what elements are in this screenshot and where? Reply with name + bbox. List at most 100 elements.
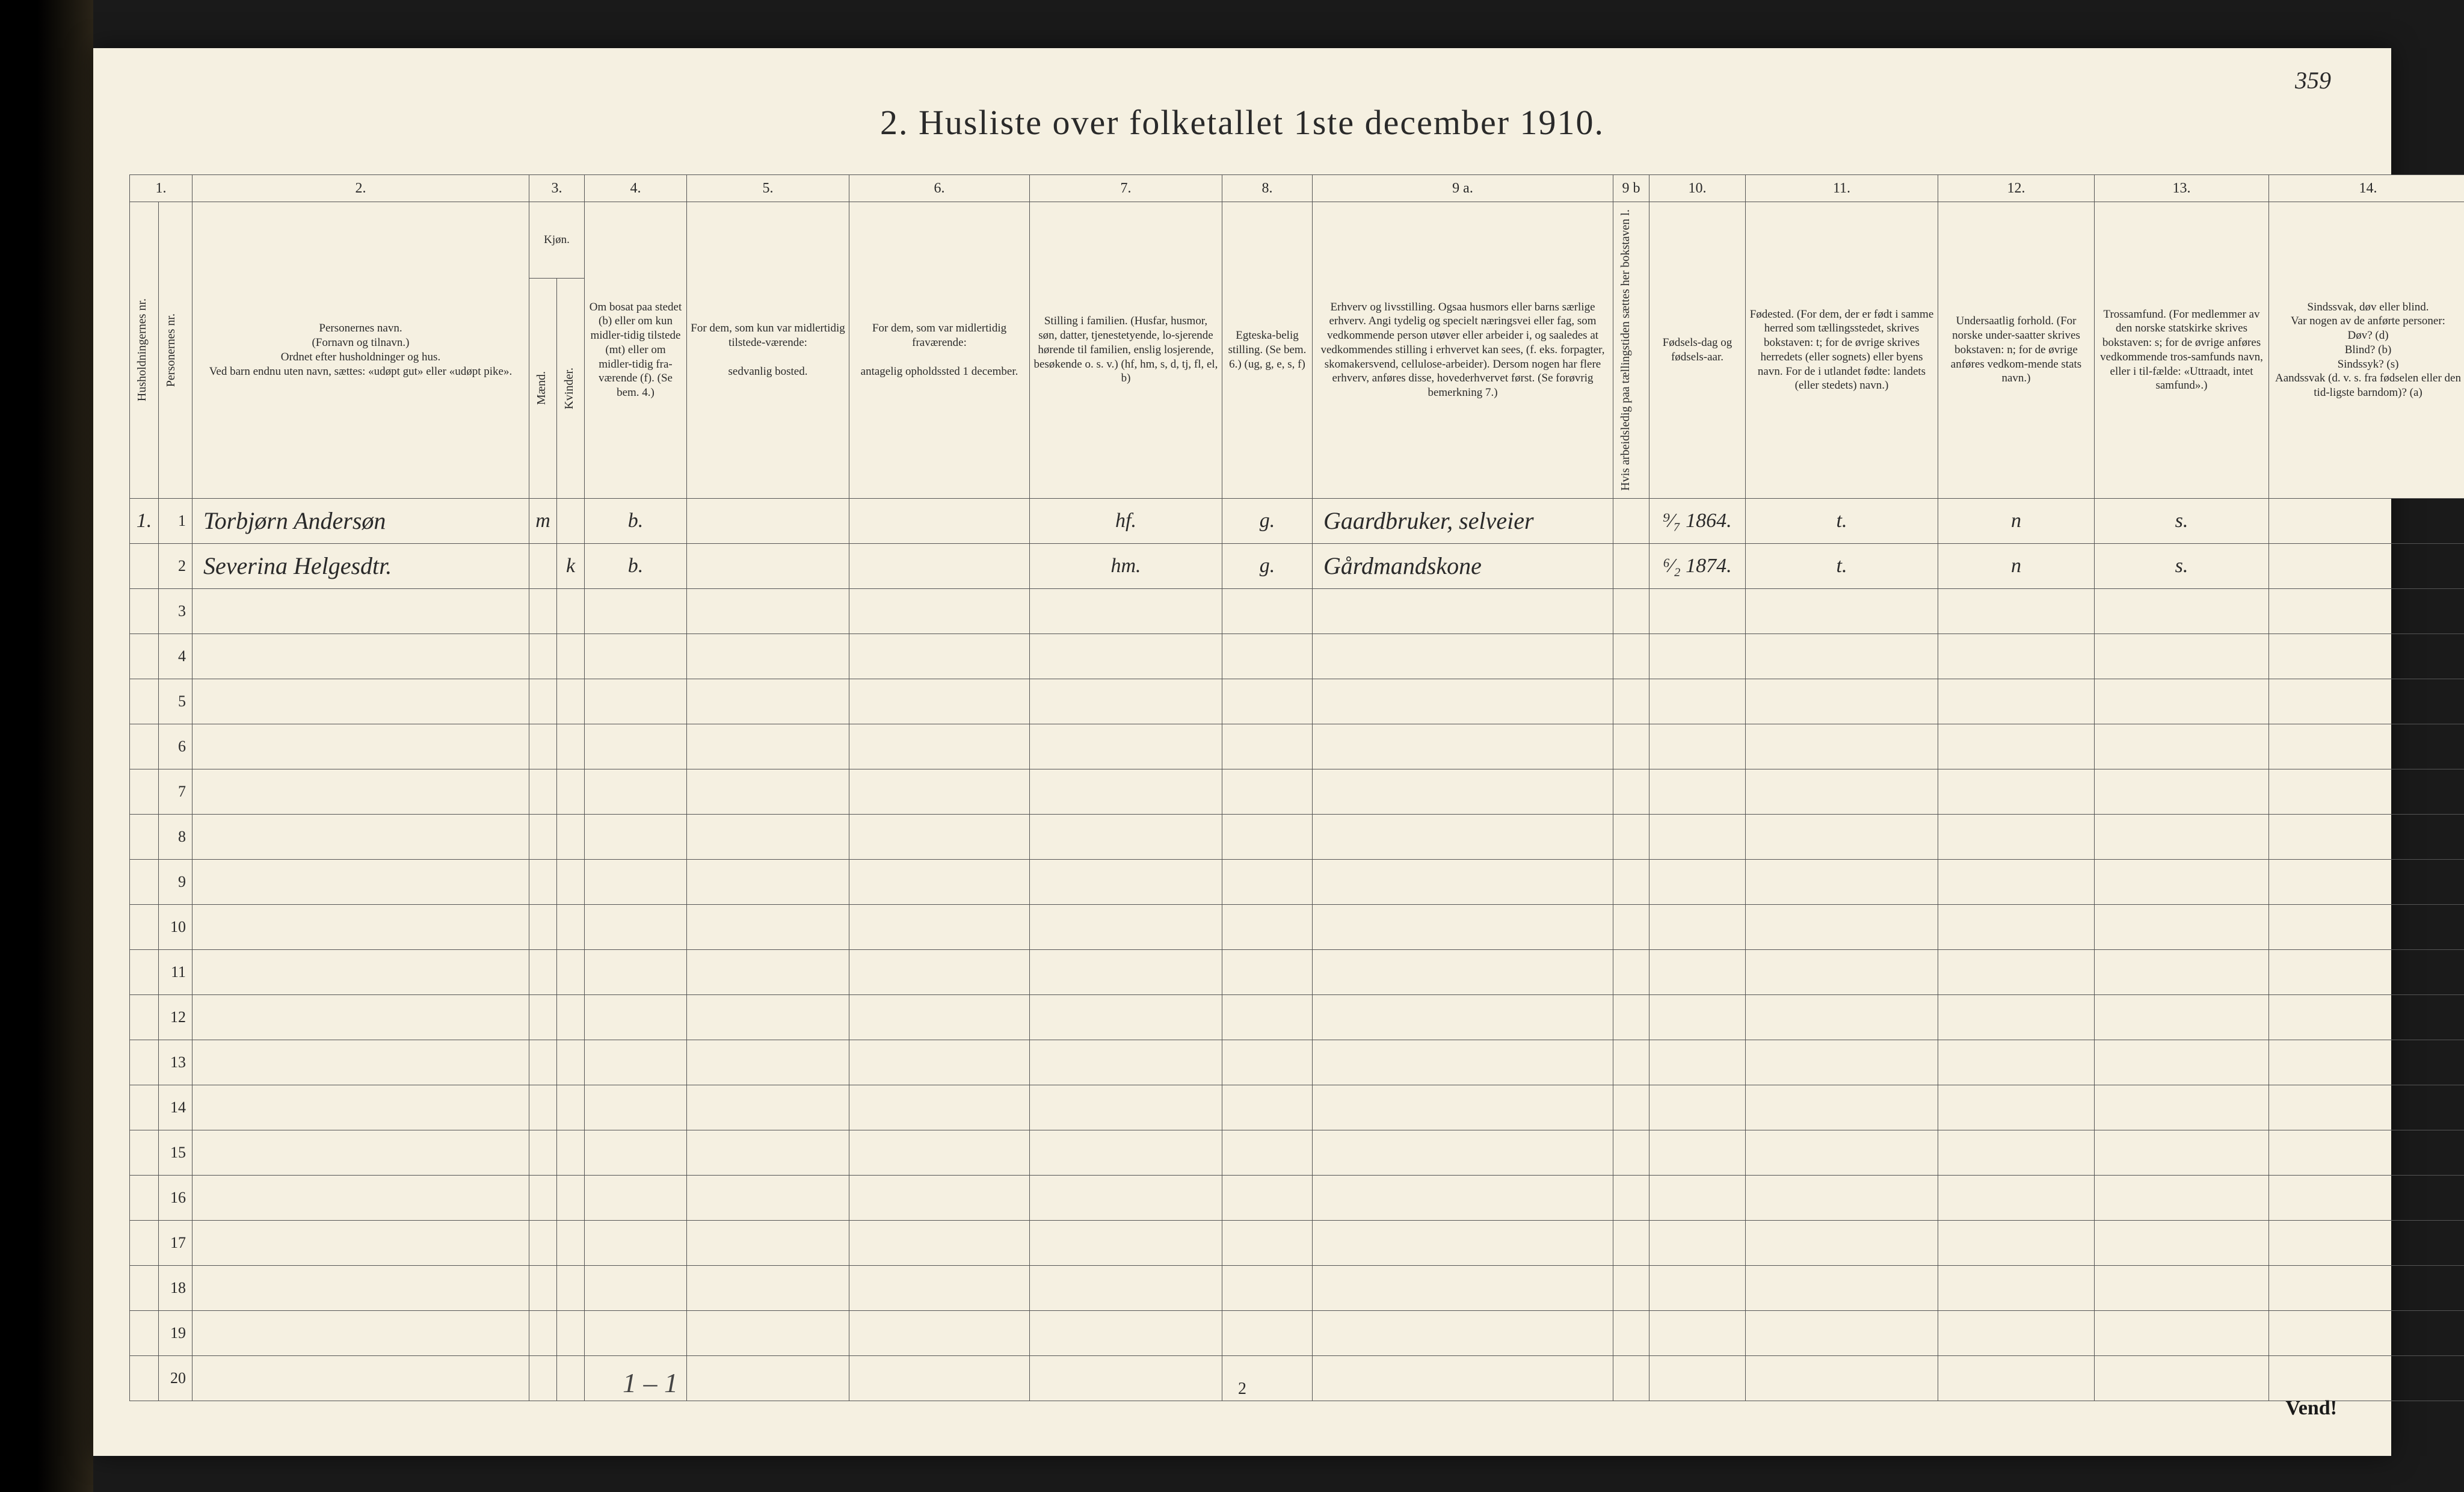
cell-empty — [529, 1220, 557, 1265]
cell-empty — [849, 724, 1030, 769]
cell-empty — [2269, 949, 2464, 994]
cell-empty — [1746, 994, 1938, 1040]
cell-empty — [687, 724, 849, 769]
hdr-kjon: Kjøn. — [529, 202, 585, 279]
cell-empty — [1649, 1040, 1746, 1085]
cell-empty — [192, 859, 529, 904]
cell-fsted: t. — [1746, 543, 1938, 588]
cell-empty — [1746, 859, 1938, 904]
cell-empty — [687, 859, 849, 904]
cell-pn: 12 — [159, 994, 192, 1040]
cell-empty — [1746, 1085, 1938, 1130]
cell-empty — [1222, 814, 1313, 859]
cell-empty — [687, 633, 849, 679]
cell-empty — [849, 1130, 1030, 1175]
table-row-empty: 9 — [130, 859, 2464, 904]
cell-empty — [849, 633, 1030, 679]
cell-empty — [1746, 1310, 1938, 1355]
cell-empty — [1613, 1040, 1649, 1085]
cell-pn: 6 — [159, 724, 192, 769]
cell-empty — [1613, 904, 1649, 949]
hdr-maend: Mænd. — [533, 366, 550, 410]
cell-empty — [2269, 859, 2464, 904]
cell-empty — [2269, 994, 2464, 1040]
cell-empty — [1649, 1175, 1746, 1220]
cell-empty — [2095, 724, 2269, 769]
table-row-empty: 6 — [130, 724, 2464, 769]
table-row-empty: 11 — [130, 949, 2464, 994]
cell-empty — [585, 1265, 687, 1310]
cell-c5 — [687, 498, 849, 543]
cell-fdato: ⁶⁄₂ 1874. — [1649, 543, 1746, 588]
cell-empty — [192, 1310, 529, 1355]
cell-empty — [1613, 1130, 1649, 1175]
table-row-empty: 14 — [130, 1085, 2464, 1130]
cell-pn: 5 — [159, 679, 192, 724]
cell-empty — [1613, 814, 1649, 859]
table-header: 1. 2. 3. 4. 5. 6. 7. 8. 9 a. 9 b 10. 11.… — [130, 175, 2464, 499]
cell-empty — [1746, 769, 1938, 814]
hdr-personnr: Personernes nr. — [162, 309, 180, 392]
cell-empty — [1613, 1085, 1649, 1130]
cell-empty — [2269, 1220, 2464, 1265]
cell-empty — [585, 859, 687, 904]
cell-pn: 13 — [159, 1040, 192, 1085]
cell-empty — [2269, 1310, 2464, 1355]
cell-hh — [130, 1040, 159, 1085]
cell-empty — [529, 1310, 557, 1355]
cell-empty — [2095, 904, 2269, 949]
cell-empty — [849, 859, 1030, 904]
cell-empty — [192, 588, 529, 633]
cell-empty — [687, 949, 849, 994]
cell-empty — [1030, 814, 1222, 859]
cell-empty — [1746, 1040, 1938, 1085]
cell-empty — [1222, 1175, 1313, 1220]
cell-hh — [130, 769, 159, 814]
hdr-fravar: For dem, som var midlertidig fraværende:… — [849, 202, 1030, 499]
cell-empty — [1746, 1175, 1938, 1220]
cell-empty — [1938, 904, 2095, 949]
cell-empty — [1649, 1220, 1746, 1265]
cell-empty — [849, 994, 1030, 1040]
cell-empty — [1222, 859, 1313, 904]
cell-sind — [2269, 543, 2464, 588]
table-body: 1.1Torbjørn Andersønmb.hf.g.Gaardbruker,… — [130, 498, 2464, 1401]
cell-empty — [1746, 1265, 1938, 1310]
cell-pn: 17 — [159, 1220, 192, 1265]
cell-empty — [1030, 949, 1222, 994]
colnum-3: 3. — [529, 175, 585, 202]
cell-hh — [130, 859, 159, 904]
cell-empty — [2269, 769, 2464, 814]
cell-pn: 4 — [159, 633, 192, 679]
cell-empty — [1030, 1220, 1222, 1265]
cell-empty — [687, 1220, 849, 1265]
cell-empty — [849, 1310, 1030, 1355]
cell-empty — [2095, 1265, 2269, 1310]
cell-c5 — [687, 543, 849, 588]
cell-empty — [1313, 994, 1613, 1040]
cell-empty — [1613, 588, 1649, 633]
cell-empty — [2095, 1175, 2269, 1220]
cell-hh — [130, 1085, 159, 1130]
cell-empty — [585, 588, 687, 633]
cell-empty — [1030, 994, 1222, 1040]
colnum-9a: 9 a. — [1313, 175, 1613, 202]
cell-empty — [1030, 679, 1222, 724]
cell-empty — [585, 1220, 687, 1265]
document-sheet: 359 2. Husliste over folketallet 1ste de… — [93, 48, 2391, 1456]
cell-empty — [529, 588, 557, 633]
hdr-egte: Egteska-belig stilling. (Se bem. 6.) (ug… — [1222, 202, 1313, 499]
cell-hh — [130, 724, 159, 769]
cell-k — [557, 498, 585, 543]
cell-empty — [585, 994, 687, 1040]
cell-empty — [1030, 1130, 1222, 1175]
table-row-empty: 18 — [130, 1265, 2464, 1310]
cell-empty — [192, 769, 529, 814]
cell-empty — [1313, 859, 1613, 904]
table-row-empty: 8 — [130, 814, 2464, 859]
cell-empty — [1938, 1175, 2095, 1220]
cell-empty — [1613, 1220, 1649, 1265]
cell-pn: 11 — [159, 949, 192, 994]
cell-m: m — [529, 498, 557, 543]
cell-empty — [2269, 1265, 2464, 1310]
